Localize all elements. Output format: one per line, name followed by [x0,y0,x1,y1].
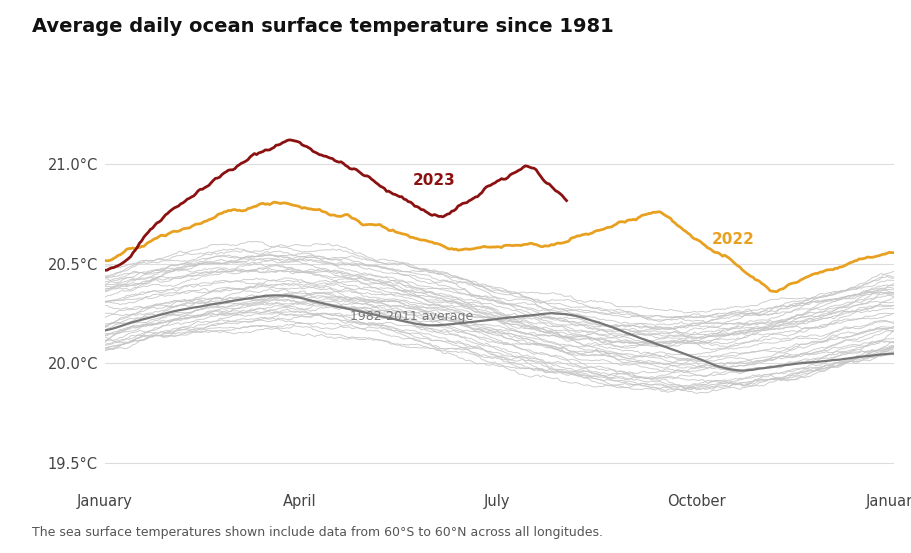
Text: 2022: 2022 [711,232,753,247]
Text: Average daily ocean surface temperature since 1981: Average daily ocean surface temperature … [32,17,613,35]
Text: The sea surface temperatures shown include data from 60°S to 60°N across all lon: The sea surface temperatures shown inclu… [32,526,602,539]
Text: 1982-2011 average: 1982-2011 average [350,310,473,323]
Text: 2023: 2023 [412,173,455,187]
